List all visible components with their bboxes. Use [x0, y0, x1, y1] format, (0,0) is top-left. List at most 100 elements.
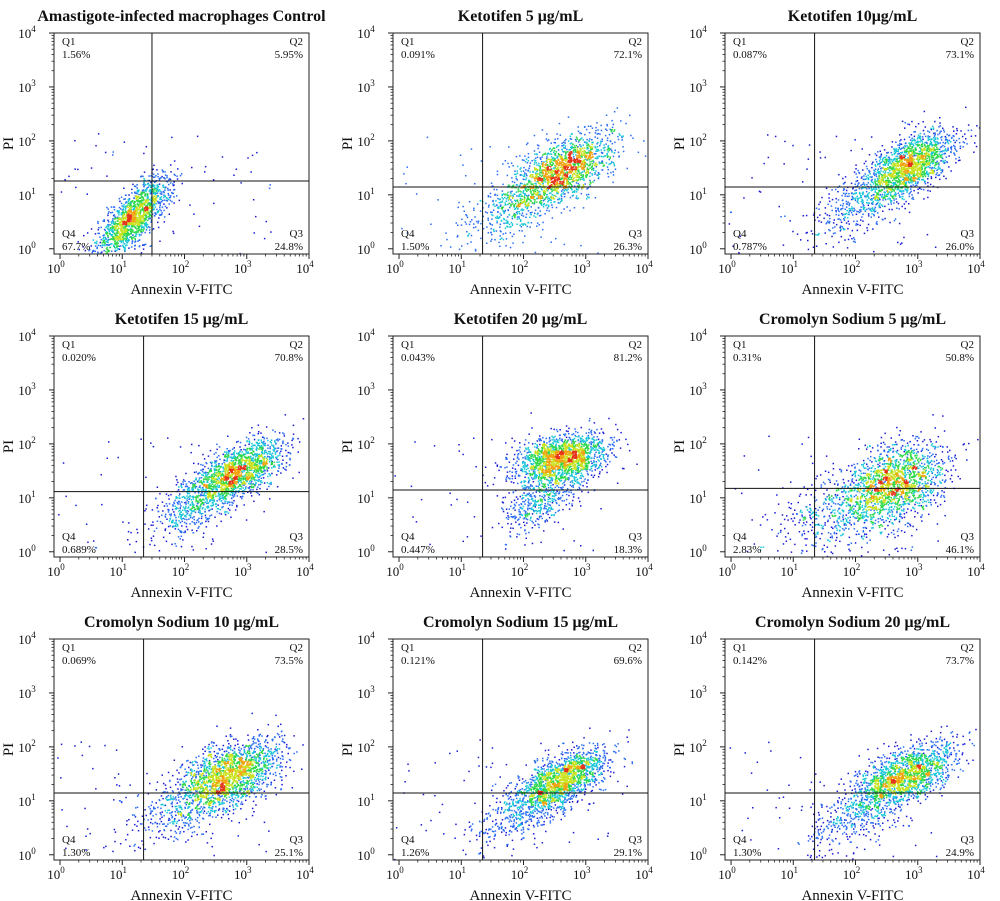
- event-dot: [517, 173, 519, 175]
- event-dot: [154, 202, 156, 204]
- event-dot: [514, 208, 516, 210]
- event-dot: [116, 232, 118, 234]
- event-dot: [119, 240, 121, 242]
- event-dot: [133, 203, 135, 205]
- event-dot: [103, 219, 105, 221]
- event-dot: [139, 235, 141, 237]
- event-dot: [138, 209, 140, 211]
- event-dot: [176, 176, 178, 178]
- event-dot: [119, 233, 121, 235]
- event-dot: [94, 242, 96, 244]
- event-dot: [125, 218, 127, 220]
- event-dot: [500, 239, 502, 241]
- event-dot: [521, 226, 523, 228]
- event-dot: [120, 245, 122, 247]
- event-dot: [605, 143, 607, 145]
- event-dot: [108, 226, 110, 228]
- event-dot: [158, 217, 160, 219]
- event-dot: [543, 193, 545, 195]
- event-dot: [144, 232, 146, 234]
- event-dot: [168, 194, 170, 196]
- event-dot: [122, 236, 124, 238]
- event-dot: [503, 193, 505, 195]
- event-dot: [547, 196, 549, 198]
- event-dot: [595, 151, 597, 153]
- event-dot: [592, 160, 594, 162]
- event-dot: [512, 181, 514, 183]
- event-dot: [160, 190, 162, 192]
- event-dot: [102, 244, 104, 246]
- event-dot: [236, 169, 238, 171]
- event-dot: [576, 145, 578, 147]
- event-dot: [478, 220, 480, 222]
- event-dot: [131, 229, 133, 231]
- event-dot: [594, 146, 596, 148]
- event-dot: [115, 227, 117, 229]
- event-dot: [564, 190, 566, 192]
- event-dot: [114, 206, 116, 208]
- event-dot: [154, 185, 156, 187]
- event-dot: [120, 218, 122, 220]
- event-dot: [462, 164, 464, 166]
- event-dot: [133, 215, 135, 217]
- event-dot: [544, 195, 546, 197]
- event-dot: [270, 184, 272, 186]
- event-dot: [125, 232, 127, 234]
- event-dot: [577, 170, 579, 172]
- event-dot: [134, 213, 136, 215]
- event-dot: [137, 208, 139, 210]
- event-dot: [563, 208, 565, 210]
- event-dot: [107, 236, 109, 238]
- event-dot: [623, 151, 625, 153]
- event-dot: [613, 156, 615, 158]
- event-dot: [507, 195, 509, 197]
- event-dot: [126, 230, 128, 232]
- event-dot: [526, 214, 528, 216]
- event-dot: [112, 227, 114, 229]
- event-dot: [595, 130, 597, 132]
- event-dot: [528, 157, 530, 159]
- event-dot: [128, 199, 130, 201]
- event-dot: [503, 223, 505, 225]
- event-dot: [146, 229, 148, 231]
- event-dot: [510, 247, 512, 249]
- event-dot: [113, 151, 115, 153]
- event-dot: [529, 199, 531, 201]
- event-dot: [563, 192, 565, 194]
- event-dot: [553, 163, 555, 165]
- event-dot: [525, 188, 527, 190]
- event-dot: [133, 216, 135, 218]
- quadrant-name: Q3: [290, 228, 304, 240]
- event-dot: [565, 139, 567, 141]
- event-dot: [564, 158, 566, 160]
- event-dot: [491, 228, 493, 230]
- event-dot: [142, 217, 144, 219]
- event-dot: [516, 191, 518, 193]
- event-dot: [490, 193, 492, 195]
- event-dot: [540, 210, 542, 212]
- event-dot: [141, 215, 143, 217]
- event-dot: [502, 184, 504, 186]
- event-dot: [181, 173, 183, 175]
- event-dot: [144, 224, 146, 226]
- event-dot: [461, 224, 463, 226]
- event-dot: [593, 161, 595, 163]
- event-dot: [144, 171, 146, 173]
- event-dot: [516, 195, 518, 197]
- event-dot: [162, 200, 164, 202]
- event-dot: [107, 215, 109, 217]
- event-dot: [469, 201, 471, 203]
- event-dot: [141, 175, 143, 177]
- event-dot: [143, 223, 145, 225]
- event-dot: [545, 205, 547, 207]
- event-dot: [450, 246, 452, 248]
- event-dot: [587, 196, 589, 198]
- event-dot: [123, 199, 125, 201]
- event-dot: [500, 198, 502, 200]
- event-dot: [457, 236, 459, 238]
- event-dot: [171, 201, 173, 203]
- event-dot: [608, 176, 610, 178]
- event-dot: [128, 221, 129, 223]
- event-dot: [143, 199, 145, 201]
- event-dot: [551, 241, 553, 243]
